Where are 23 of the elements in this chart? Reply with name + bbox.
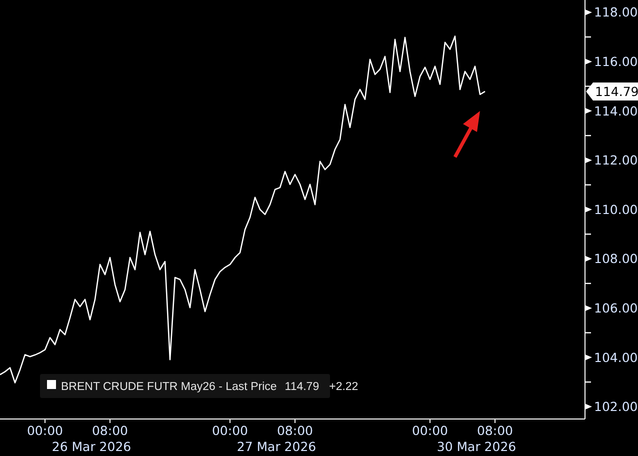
y-tick-label: 102.00 bbox=[594, 399, 638, 414]
annotation: 114.79 bbox=[284, 381, 320, 394]
line-series bbox=[0, 36, 486, 384]
text: 26 Mar 2026 bbox=[52, 439, 132, 454]
annotation: +2.22 bbox=[329, 381, 358, 394]
y-tick-label: 112.00 bbox=[594, 152, 638, 168]
text: 30 Mar 2026 bbox=[436, 439, 516, 454]
x-tick-label: 08:00 bbox=[276, 423, 314, 438]
y-tick-label: 118.00 bbox=[594, 4, 638, 20]
y-tick-label: 106.00 bbox=[594, 300, 638, 316]
text: 27 Mar 2026 bbox=[236, 439, 316, 454]
text: 114.79 bbox=[595, 84, 638, 99]
y-tick-label: 108.00 bbox=[594, 251, 638, 266]
y-tick-label: 116.00 bbox=[594, 54, 638, 69]
y-tick-label: 104.00 bbox=[594, 350, 638, 365]
x-tick-label: 08:00 bbox=[92, 423, 128, 438]
x-tick-label: 00:00 bbox=[212, 423, 248, 438]
x-tick-label: 08:00 bbox=[476, 423, 514, 438]
y-tick-label: 110.00 bbox=[594, 202, 638, 217]
x-tick-label: 00:00 bbox=[412, 423, 448, 438]
legend-label: BRENT CRUDE FUTR May26 - Last Price bbox=[61, 381, 277, 394]
x-tick-label: 00:00 bbox=[26, 423, 64, 438]
y-tick-label: 114.00 bbox=[594, 103, 638, 118]
